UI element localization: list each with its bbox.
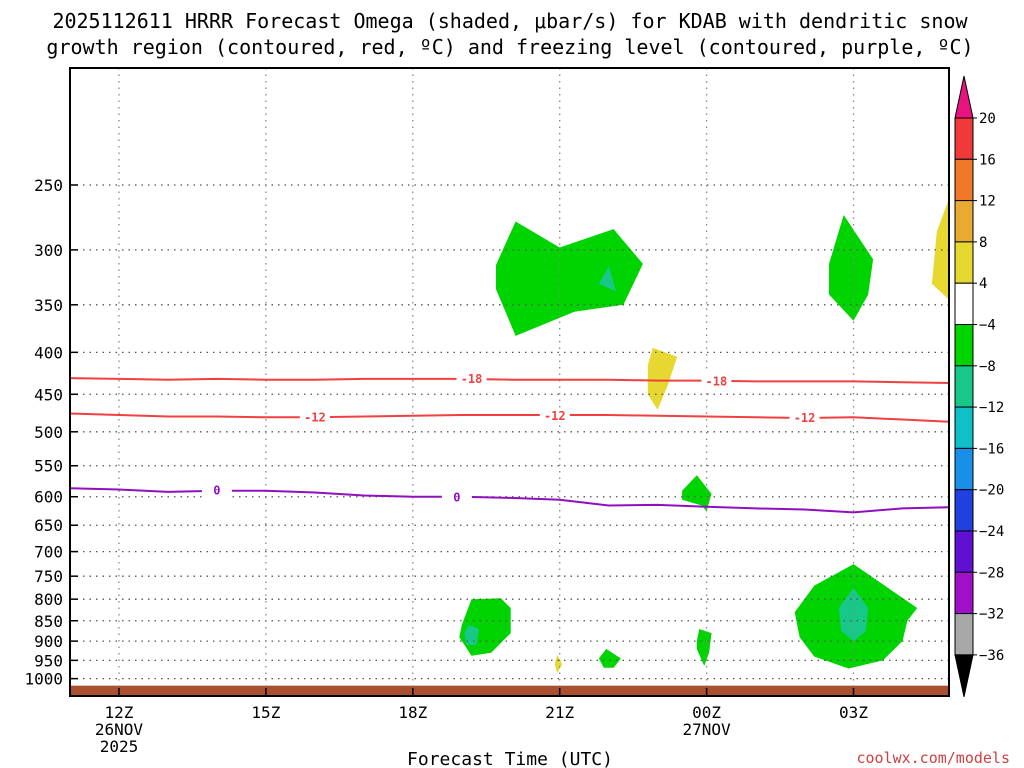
grid-lines <box>70 68 949 696</box>
contour-label-2-0: 0 <box>213 484 220 498</box>
colorbar-label-1: 16 <box>979 152 996 168</box>
y-axis-ticks: 2503003504004505005506006507007508008509… <box>24 176 78 689</box>
omega-region-12 <box>931 198 949 300</box>
y-tick-label-350: 350 <box>34 296 63 315</box>
chart-title: 2025112611 HRRR Forecast Omega (shaded, … <box>46 9 973 59</box>
y-tick-label-600: 600 <box>34 488 63 507</box>
y-tick-label-250: 250 <box>34 176 63 195</box>
contour-label-1-1: -12 <box>544 409 566 423</box>
omega-region-8 <box>696 629 712 666</box>
colorbar-label-11: −28 <box>979 565 1004 581</box>
y-tick-label-400: 400 <box>34 343 63 362</box>
y-tick-label-500: 500 <box>34 423 63 442</box>
omega-region-7 <box>682 475 712 512</box>
colorbar-swatch-6 <box>954 324 974 367</box>
colorbar-swatch-13 <box>954 613 974 656</box>
chart-title-line-2: growth region (contoured, red, ºC) and f… <box>46 35 973 59</box>
colorbar-swatch-10 <box>954 489 974 532</box>
colorbar-swatch-5 <box>954 282 974 326</box>
omega-region-2 <box>829 215 874 321</box>
y-tick-label-550: 550 <box>34 457 63 476</box>
temperature-contours: -18 -18 -12 -12 -12 0 0 <box>69 370 950 514</box>
colorbar-label-6: −8 <box>979 359 996 375</box>
colorbar-label-12: −32 <box>979 607 1004 623</box>
contour-label-0-1: -18 <box>706 374 728 388</box>
y-tick-label-850: 850 <box>34 612 63 631</box>
contour-label-bg-2-0 <box>201 482 232 499</box>
contour-label-bg-0-1 <box>701 373 732 390</box>
x-tick-label-24-0: 00Z <box>692 703 721 722</box>
y-tick-label-900: 900 <box>34 632 63 651</box>
colorbar-label-4: 4 <box>979 276 987 292</box>
omega-region-4 <box>464 624 479 645</box>
colorbar-arrow-bottom <box>954 654 974 698</box>
colorbar-swatch-2 <box>954 158 974 202</box>
colorbar-label-3: 8 <box>979 235 987 251</box>
colorbar-label-5: −4 <box>979 318 996 334</box>
contour-label-1-0: -12 <box>304 410 326 424</box>
chart-title-line-1: 2025112611 HRRR Forecast Omega (shaded, … <box>52 9 968 33</box>
y-tick-label-800: 800 <box>34 590 63 609</box>
colorbar: 20 16 12 8 4 −4 −8 −12 −16 −20 −24 −28 −32 −36 <box>954 75 1004 698</box>
x-tick-label-12-2: 2025 <box>100 737 139 756</box>
y-tick-label-700: 700 <box>34 543 63 562</box>
x-tick-label-18-0: 18Z <box>398 703 427 722</box>
colorbar-swatch-9 <box>954 447 974 491</box>
x-tick-label-27-0: 03Z <box>839 703 868 722</box>
colorbar-label-13: −36 <box>979 648 1004 664</box>
omega-shaded-regions <box>459 198 949 674</box>
colorbar-swatch-8 <box>954 406 974 449</box>
colorbar-swatch-1 <box>954 117 974 160</box>
colorbar-swatch-12 <box>954 571 974 615</box>
terrain-layer <box>71 685 948 696</box>
colorbar-label-8: −16 <box>979 441 1004 457</box>
omega-region-11 <box>554 654 563 674</box>
x-axis-label: Forecast Time (UTC) <box>407 749 613 768</box>
omega-region-1 <box>598 266 616 292</box>
contour-label-bg-1-0 <box>299 409 330 426</box>
contour-label-1-2: -12 <box>794 411 816 425</box>
colorbar-label-7: −12 <box>979 400 1004 416</box>
contour-label-bg-0-0 <box>456 370 487 387</box>
contour-label-bg-1-2 <box>789 410 820 427</box>
colorbar-arrow-top <box>954 75 974 119</box>
colorbar-label-10: −24 <box>979 524 1004 540</box>
x-tick-label-21-0: 21Z <box>545 703 574 722</box>
colorbar-swatch-7 <box>954 365 974 408</box>
contour-label-bg-1-1 <box>539 407 570 424</box>
colorbar-swatch-4 <box>954 241 974 284</box>
contour-label-2-1: 0 <box>453 490 460 504</box>
colorbar-swatch-11 <box>954 530 974 573</box>
y-tick-label-950: 950 <box>34 651 63 670</box>
x-tick-label-12-0: 12Z <box>105 703 134 722</box>
colorbar-label-9: −20 <box>979 483 1004 499</box>
contour-label-0-0: -18 <box>461 372 483 386</box>
y-tick-label-300: 300 <box>34 241 63 260</box>
y-tick-label-450: 450 <box>34 385 63 404</box>
colorbar-swatch-3 <box>954 200 974 243</box>
colorbar-label-2: 12 <box>979 194 996 210</box>
y-tick-label-650: 650 <box>34 516 63 535</box>
omega-region-9 <box>598 648 621 668</box>
y-tick-label-750: 750 <box>34 567 63 586</box>
terrain-band <box>71 685 948 696</box>
x-tick-label-12-1: 26NOV <box>95 720 144 739</box>
y-tick-label-1000: 1000 <box>24 670 63 689</box>
plot-frame <box>69 67 950 697</box>
contour-label-bg-2-1 <box>441 489 472 506</box>
plot-border <box>69 67 950 697</box>
credit-text: coolwx.com/models <box>856 749 1010 767</box>
x-tick-label-15-0: 15Z <box>251 703 280 722</box>
x-tick-label-24-1: 27NOV <box>683 720 732 739</box>
contour-line-0 <box>69 377 950 384</box>
colorbar-label-0: 20 <box>979 111 996 127</box>
